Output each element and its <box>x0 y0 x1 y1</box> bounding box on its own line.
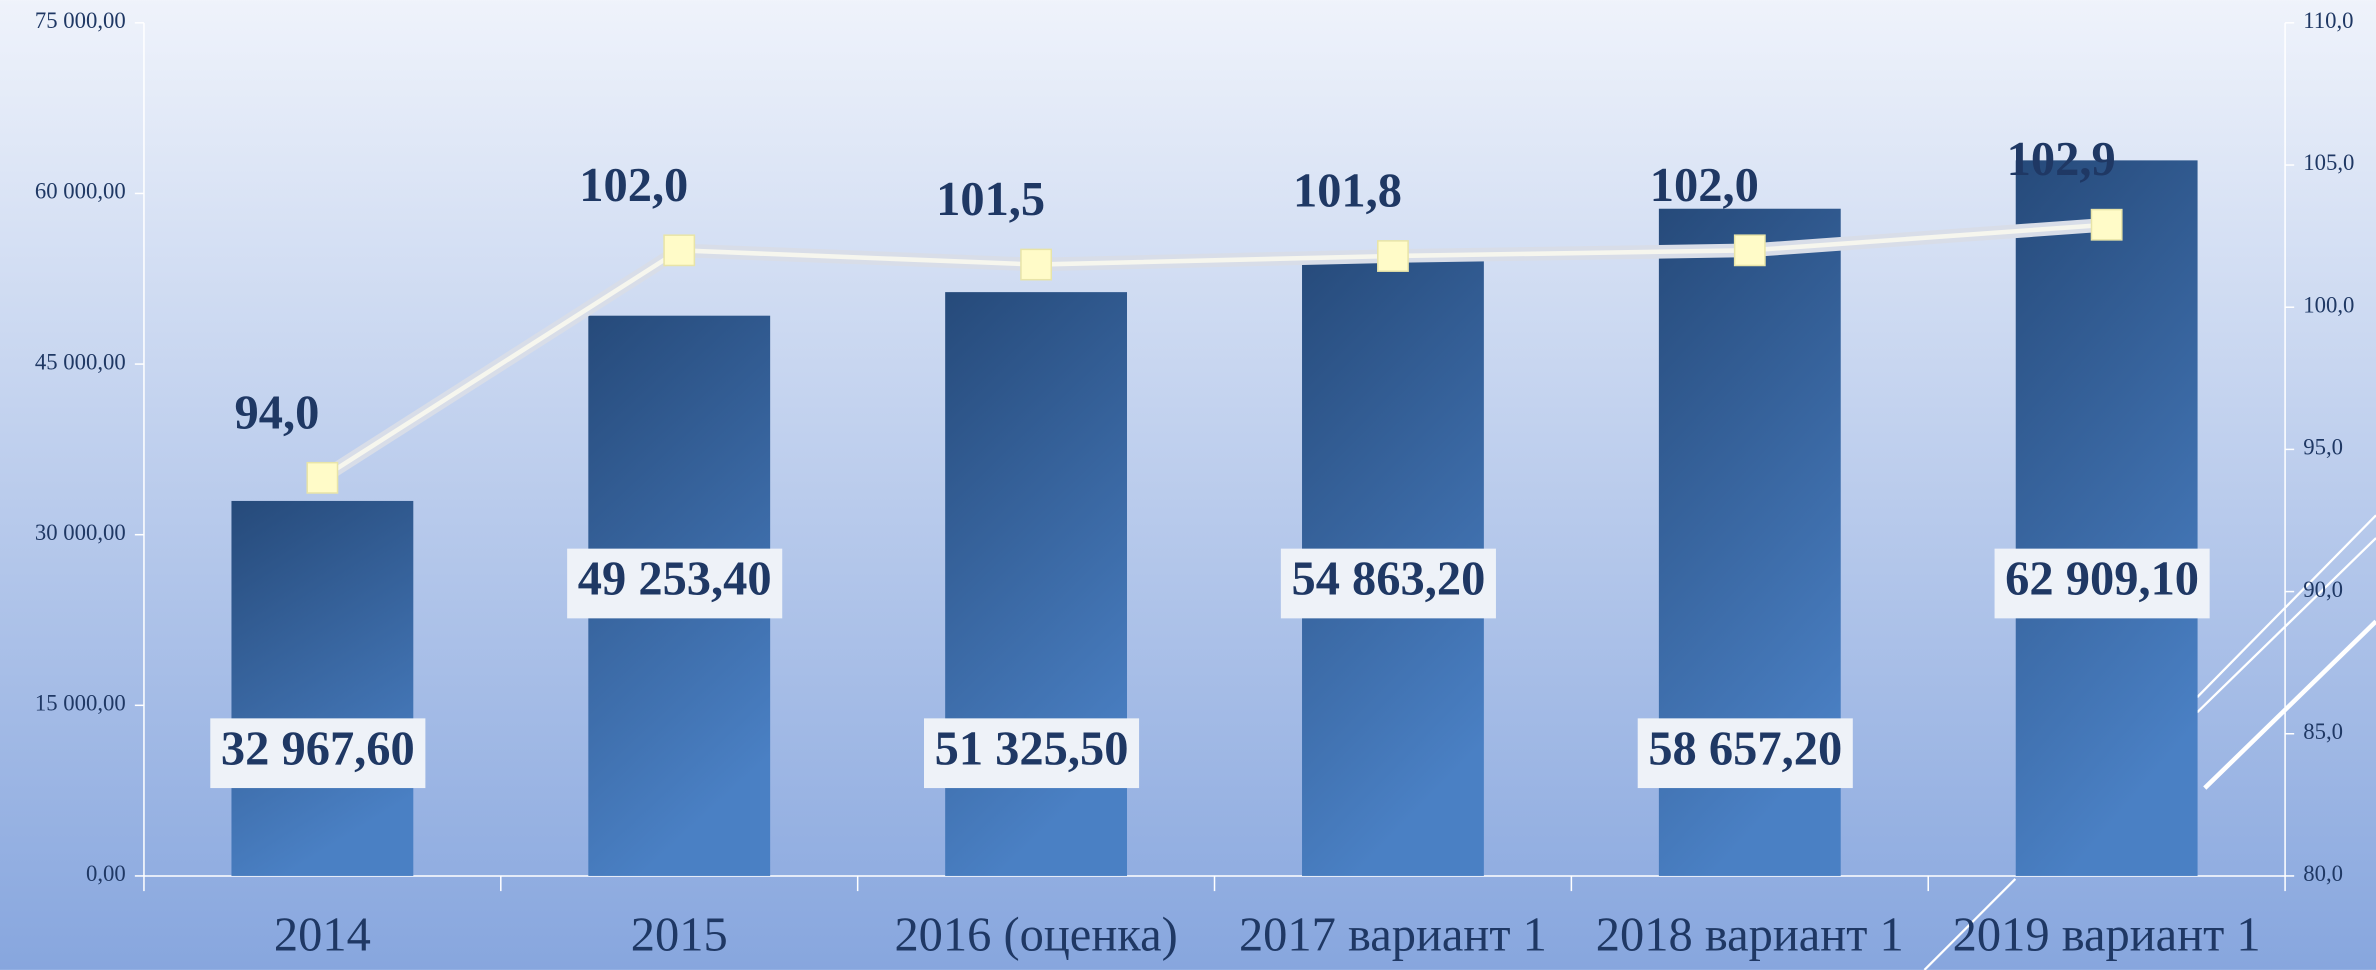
y-tick-label: 75 000,00 <box>35 8 126 33</box>
y2-tick-label: 100,0 <box>2303 292 2354 317</box>
data-label-bg <box>1280 548 1496 619</box>
bar-value-label: 49 253,40 <box>578 553 772 606</box>
x-tick-label: 2017 вариант 1 <box>1239 909 1547 962</box>
data-label: 51 325,50 <box>924 718 1140 789</box>
bar-value-label: 54 863,20 <box>1291 553 1485 606</box>
line-value-label: 101,8 <box>1293 165 1402 218</box>
data-label-bg <box>924 718 1140 789</box>
bar-value-label: 58 657,20 <box>1648 722 1842 775</box>
line-marker <box>2090 208 2123 241</box>
data-label: 62 909,10 <box>1994 548 2210 619</box>
line-value-label: 102,0 <box>579 159 688 212</box>
y-tick-label: 0,00 <box>86 861 126 886</box>
y-tick-label: 60 000,00 <box>35 179 126 204</box>
y2-tick-label: 90,0 <box>2303 577 2343 602</box>
bar <box>945 292 1128 876</box>
line-marker <box>1733 234 1766 267</box>
bar-value-label: 62 909,10 <box>2005 553 2199 606</box>
line <box>321 222 2107 480</box>
line-marker <box>663 234 696 267</box>
line-value-label: 94,0 <box>235 386 320 439</box>
data-label: 54 863,20 <box>1280 548 1496 619</box>
x-tick-label: 2015 <box>631 909 728 962</box>
line-marker <box>1020 248 1053 281</box>
decoration <box>1923 514 2376 970</box>
line-marker <box>1377 240 1409 272</box>
data-label-bg <box>210 718 426 789</box>
line-marker <box>306 461 339 494</box>
x-tick-label: 2019 вариант 1 <box>1953 909 2261 962</box>
data-label-bg <box>1637 718 1853 789</box>
x-tick-label: 2014 <box>274 909 371 962</box>
line-value-label: 101,5 <box>936 173 1045 226</box>
y2-tick-label: 110,0 <box>2303 8 2353 33</box>
data-label-bg <box>567 548 783 619</box>
data-label: 58 657,20 <box>1637 718 1853 789</box>
y-tick-label: 15 000,00 <box>35 691 126 716</box>
y2-tick-label: 85,0 <box>2303 719 2343 744</box>
y-tick-label: 45 000,00 <box>35 349 126 374</box>
data-label: 32 967,60 <box>210 718 426 789</box>
bar-value-label: 51 325,50 <box>935 722 1129 775</box>
bar-value-label: 32 967,60 <box>221 722 415 775</box>
line-value-label: 102,0 <box>1650 159 1759 212</box>
data-label: 49 253,40 <box>567 548 783 619</box>
x-tick-label: 2016 (оценка) <box>894 909 1177 962</box>
x-tick-label: 2018 вариант 1 <box>1596 909 1904 962</box>
y2-tick-label: 95,0 <box>2303 435 2343 460</box>
bar <box>231 500 414 876</box>
y2-tick-label: 105,0 <box>2303 150 2354 175</box>
line-value-label: 102,9 <box>2007 133 2116 186</box>
y2-tick-label: 80,0 <box>2303 861 2343 886</box>
bar <box>2015 160 2198 876</box>
data-label-bg <box>1994 548 2210 619</box>
y-tick-label: 30 000,00 <box>35 520 126 545</box>
